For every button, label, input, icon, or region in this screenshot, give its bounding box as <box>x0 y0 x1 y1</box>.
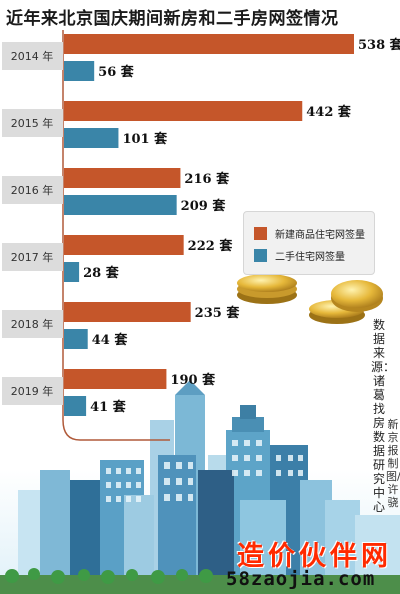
data-label-second: 101 套 <box>122 131 168 147</box>
legend: 新建商品住宅网签量 二手住宅网签量 <box>243 211 375 275</box>
year-tab <box>2 109 63 137</box>
data-label-new: 442 套 <box>306 104 352 120</box>
year-tab <box>2 42 63 70</box>
year-label: 2015 年 <box>11 116 54 130</box>
data-label-new: 216 套 <box>184 171 230 187</box>
watermark-site-name: 造价伙伴网 <box>237 541 392 572</box>
legend-item-new: 新建商品住宅网签量 <box>254 225 365 241</box>
legend-swatch-second <box>254 248 267 262</box>
axis-curve <box>62 419 170 441</box>
year-label: 2017 年 <box>11 250 54 264</box>
bar-new <box>64 34 354 54</box>
year-tab <box>2 176 63 204</box>
year-label: 2018 年 <box>11 317 54 331</box>
year-tab <box>2 377 63 405</box>
data-label-new: 190 套 <box>170 372 216 388</box>
city-skyline-illustration <box>0 380 400 594</box>
bar-new <box>64 168 181 188</box>
bar-second <box>64 396 87 416</box>
bar-new <box>64 101 303 121</box>
year-label: 2019 年 <box>11 384 54 398</box>
year-tab <box>2 310 63 338</box>
legend-item-second: 二手住宅网签量 <box>254 247 345 263</box>
bar-second <box>64 195 177 215</box>
data-source-note: 数据来源：诸葛找房数据研究中心 <box>371 318 396 514</box>
data-label-second: 41 套 <box>90 399 127 415</box>
legend-label-second: 二手住宅网签量 <box>275 251 345 263</box>
data-label-new: 538 套 <box>358 37 400 53</box>
bar-new <box>64 302 191 322</box>
data-label-second: 44 套 <box>92 332 129 348</box>
gold-coins-illustration <box>237 274 383 324</box>
bar-second <box>64 262 80 282</box>
data-label-new: 222 套 <box>188 238 234 254</box>
chart-title: 近年来北京国庆期间新房和二手房网签情况 <box>6 9 339 29</box>
bar-new <box>64 235 184 255</box>
legend-label-new: 新建商品住宅网签量 <box>275 229 365 241</box>
data-label-second: 209 套 <box>181 198 227 214</box>
year-tab <box>2 243 63 271</box>
year-label: 2014 年 <box>11 49 54 63</box>
bar-second <box>64 329 88 349</box>
bar-second <box>64 61 95 81</box>
legend-swatch-new <box>254 226 267 240</box>
data-label-second: 56 套 <box>98 64 135 80</box>
data-label-second: 28 套 <box>83 265 120 281</box>
bar-new <box>64 369 167 389</box>
data-label-new: 235 套 <box>195 305 241 321</box>
year-label: 2016 年 <box>11 183 54 197</box>
credit-note: 新京报制图/许骁 <box>386 418 400 509</box>
bar-second <box>64 128 119 148</box>
watermark-url: 58zaojia.com <box>226 568 376 590</box>
